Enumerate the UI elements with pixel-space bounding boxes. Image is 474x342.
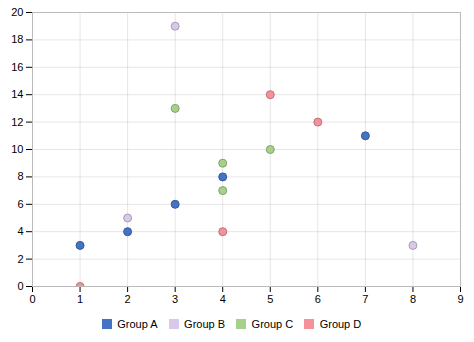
svg-text:6: 6 [17,198,23,210]
html-text:Group C: Group C [251,318,294,331]
svg-text:3: 3 [172,293,178,305]
svg-text:20: 20 [11,6,23,18]
svg-text:6: 6 [315,293,321,305]
svg-text:0: 0 [17,280,23,292]
svg-text:2: 2 [17,253,23,265]
svg-text:5: 5 [267,293,273,305]
svg-text:9: 9 [457,293,463,305]
svg-text:16: 16 [11,61,23,73]
svg-text:8: 8 [17,170,23,182]
svg-text:2: 2 [125,293,131,305]
svg-text:10: 10 [11,143,23,155]
html-text:Group A: Group A [117,318,158,331]
svg-text:14: 14 [11,88,23,100]
svg-text:4: 4 [220,293,226,305]
svg-text:0: 0 [29,293,35,305]
svg-text:4: 4 [17,225,23,237]
svg-text:8: 8 [410,293,416,305]
svg-text:18: 18 [11,33,23,45]
svg-text:7: 7 [362,293,368,305]
svg-text:12: 12 [11,116,23,128]
svg-text:1: 1 [77,293,83,305]
html-text:Group B: Group B [184,318,226,331]
html-text:Group D: Group D [319,318,362,331]
